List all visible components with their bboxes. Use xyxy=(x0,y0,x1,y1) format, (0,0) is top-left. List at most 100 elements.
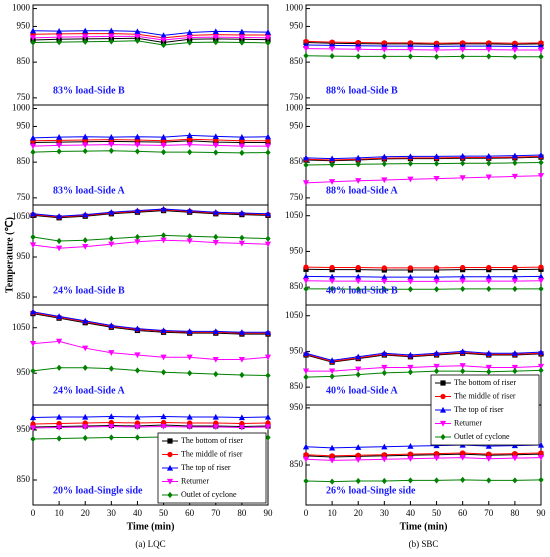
marker xyxy=(537,363,545,370)
marker xyxy=(303,374,309,381)
marker xyxy=(486,53,492,60)
legend-label: The middle of riser xyxy=(454,391,516,400)
marker xyxy=(407,153,414,160)
marker xyxy=(82,244,89,250)
marker xyxy=(407,53,414,60)
y-tick-label: 950 xyxy=(17,424,31,434)
series-line xyxy=(305,479,542,483)
marker xyxy=(56,245,63,252)
marker xyxy=(460,160,466,167)
marker xyxy=(407,278,414,285)
marker xyxy=(355,444,362,450)
marker xyxy=(355,278,362,285)
marker xyxy=(167,438,173,444)
marker xyxy=(134,148,141,155)
marker xyxy=(303,452,309,458)
marker xyxy=(485,350,492,356)
legend-label: The bottom of riser xyxy=(454,378,516,387)
legend-label: The top of riser xyxy=(454,405,504,414)
marker xyxy=(29,35,37,41)
marker xyxy=(238,209,245,216)
marker xyxy=(512,264,518,271)
marker xyxy=(160,41,167,49)
marker xyxy=(186,354,193,361)
marker xyxy=(134,239,141,245)
marker xyxy=(459,152,466,159)
marker xyxy=(160,354,167,361)
marker xyxy=(29,143,37,150)
marker xyxy=(407,456,414,462)
marker xyxy=(381,265,387,271)
marker xyxy=(134,325,141,332)
marker xyxy=(160,419,167,426)
marker xyxy=(439,406,447,413)
marker xyxy=(108,241,115,248)
marker xyxy=(160,32,167,38)
marker xyxy=(134,420,141,426)
marker xyxy=(355,46,362,53)
y-tick-label: 750 xyxy=(17,192,31,202)
marker xyxy=(264,29,272,35)
marker xyxy=(187,136,193,142)
marker xyxy=(459,363,466,369)
marker xyxy=(355,477,361,485)
series-line xyxy=(32,415,269,419)
marker xyxy=(186,29,193,36)
marker xyxy=(108,350,115,356)
marker xyxy=(433,153,440,160)
marker xyxy=(407,443,414,449)
marker xyxy=(82,147,88,155)
marker xyxy=(329,357,336,363)
marker xyxy=(264,143,272,150)
x-tick-label: 50 xyxy=(432,508,442,518)
x-tick-label: 40 xyxy=(133,508,143,518)
marker xyxy=(238,424,245,431)
marker xyxy=(108,38,114,45)
marker xyxy=(56,420,62,427)
marker xyxy=(264,35,272,41)
marker xyxy=(29,242,37,249)
marker xyxy=(239,149,245,156)
marker xyxy=(485,456,492,462)
marker xyxy=(538,264,544,270)
marker xyxy=(264,241,272,248)
marker xyxy=(460,40,466,46)
marker xyxy=(239,371,245,379)
marker xyxy=(407,274,414,280)
marker xyxy=(439,420,447,427)
x-tick-label: 90 xyxy=(264,508,274,518)
marker xyxy=(213,39,219,46)
marker xyxy=(213,370,219,378)
marker xyxy=(329,373,335,380)
marker xyxy=(30,435,36,443)
marker xyxy=(537,454,545,461)
marker xyxy=(108,27,115,34)
marker xyxy=(56,213,63,219)
series-line xyxy=(305,457,542,461)
marker xyxy=(407,176,414,183)
y-tick-label: 850 xyxy=(290,381,304,391)
marker xyxy=(485,278,492,285)
marker xyxy=(512,53,518,60)
marker xyxy=(303,285,309,293)
y-tick-label: 750 xyxy=(17,92,31,102)
marker xyxy=(134,352,141,359)
marker xyxy=(433,350,440,356)
y-tick-label: 1050 xyxy=(12,322,31,332)
marker xyxy=(303,477,309,485)
marker xyxy=(264,210,272,217)
marker xyxy=(82,27,89,34)
marker xyxy=(212,328,219,334)
marker xyxy=(302,443,310,450)
marker xyxy=(355,273,362,280)
marker xyxy=(29,27,37,34)
marker xyxy=(186,207,193,214)
marker xyxy=(355,161,361,168)
marker xyxy=(29,134,37,141)
marker xyxy=(264,133,272,140)
marker xyxy=(407,364,414,371)
marker xyxy=(538,367,544,374)
marker xyxy=(407,40,414,46)
marker xyxy=(329,285,335,293)
marker xyxy=(238,329,245,335)
